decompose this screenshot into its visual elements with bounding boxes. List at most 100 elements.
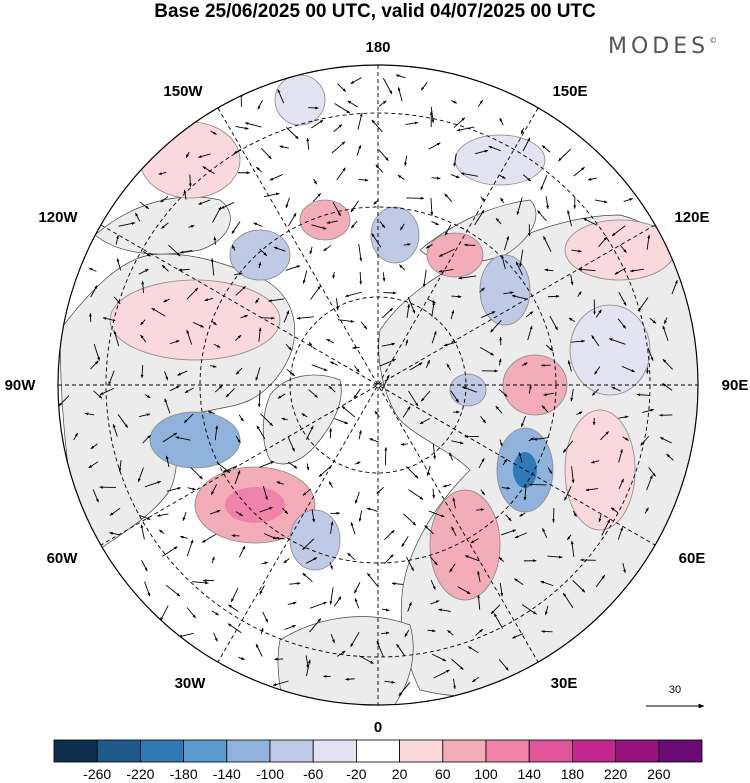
wind-vector xyxy=(498,174,506,180)
wind-vector xyxy=(648,466,656,477)
wind-vector xyxy=(479,346,495,356)
wind-vector xyxy=(490,604,501,615)
wind-vector xyxy=(186,539,194,557)
wind-vector xyxy=(501,529,517,536)
wind-vector xyxy=(525,311,534,318)
wind-vector xyxy=(353,388,361,399)
wind-vector xyxy=(255,643,263,657)
wind-vector xyxy=(143,250,151,257)
wind-vector xyxy=(234,272,243,276)
wind-vector xyxy=(263,533,277,540)
wind-vector xyxy=(235,334,242,341)
wind-vector xyxy=(336,650,346,657)
wind-vector xyxy=(571,249,582,253)
wind-vector xyxy=(259,585,265,595)
wind-vector xyxy=(503,236,509,251)
wind-vector xyxy=(460,172,479,177)
wind-vector xyxy=(115,234,119,245)
wind-vector xyxy=(329,361,338,366)
wind-vector xyxy=(528,384,532,394)
wind-vector xyxy=(140,524,145,540)
wind-vector xyxy=(285,197,290,209)
wind-vector xyxy=(594,366,601,375)
meridian xyxy=(100,224,656,546)
wind-vector xyxy=(438,608,451,612)
wind-vector xyxy=(360,321,368,330)
wind-vector xyxy=(228,604,239,612)
wind-vector xyxy=(355,491,360,504)
wind-vector xyxy=(477,570,481,583)
lon-label-180: 180 xyxy=(365,39,390,56)
wind-vector xyxy=(511,294,528,300)
wind-vector xyxy=(169,340,180,345)
wind-vector xyxy=(562,440,574,453)
wind-vector xyxy=(587,177,597,181)
wind-vector xyxy=(543,392,554,396)
wind-vector xyxy=(369,438,380,443)
wind-vector xyxy=(623,198,634,202)
wind-vector xyxy=(610,507,619,514)
wind-vector xyxy=(259,507,273,513)
wind-vector xyxy=(334,418,349,425)
wind-vector xyxy=(381,608,390,612)
map-boundary xyxy=(57,64,699,706)
lon-label-90e: 90E xyxy=(722,377,749,394)
wind-vector xyxy=(371,233,382,248)
wind-vector xyxy=(500,197,505,204)
colorbar-label: -180 xyxy=(169,766,198,782)
wind-vector xyxy=(458,275,477,280)
negative-anomaly xyxy=(479,254,531,326)
wind-vector xyxy=(211,556,215,564)
wind-vector xyxy=(430,197,434,216)
wind-vector xyxy=(505,514,512,522)
positive-anomaly xyxy=(109,279,281,361)
wind-vector xyxy=(401,536,409,548)
positive-anomaly-core xyxy=(225,487,285,523)
wind-vector xyxy=(522,174,532,182)
wind-vector xyxy=(178,632,194,638)
wind-vector xyxy=(404,155,408,167)
wind-vector xyxy=(235,367,243,375)
wind-vector xyxy=(235,511,243,517)
wind-vector xyxy=(570,339,586,343)
wind-vector xyxy=(227,623,242,634)
wind-vector xyxy=(544,268,554,272)
wind-vector xyxy=(141,560,148,572)
wind-vector xyxy=(391,582,404,586)
wind-vector xyxy=(177,370,188,376)
wind-vector xyxy=(201,534,217,543)
wind-vector xyxy=(636,393,650,397)
wind-vector xyxy=(464,243,476,247)
wind-vector xyxy=(116,258,122,271)
wind-vector xyxy=(523,485,527,501)
wind-vector xyxy=(573,166,585,177)
wind-vector xyxy=(642,408,655,413)
wind-vector xyxy=(276,481,284,485)
wind-vector xyxy=(474,149,489,155)
wind-vector xyxy=(376,640,384,658)
wind-vector xyxy=(426,465,431,477)
wind-vector xyxy=(425,244,433,249)
wind-vector xyxy=(671,279,678,295)
wind-vector xyxy=(427,629,436,633)
wind-vector xyxy=(541,145,551,153)
wind-vector xyxy=(138,268,149,275)
wind-vector xyxy=(191,581,209,585)
colorbar-label: 220 xyxy=(603,766,628,782)
wind-vector xyxy=(562,592,574,608)
wind-vector xyxy=(144,581,151,597)
wind-vector xyxy=(398,682,411,696)
wind-vector xyxy=(515,261,523,276)
wind-vector xyxy=(499,117,504,126)
lon-label-0: 0 xyxy=(374,719,382,736)
wind-vector xyxy=(282,507,289,515)
wind-vector xyxy=(257,390,261,408)
wind-vector xyxy=(144,394,151,399)
wind-vector xyxy=(213,632,218,642)
wind-vector xyxy=(405,556,414,572)
wind-vector xyxy=(547,294,560,298)
wind-vector xyxy=(511,633,524,639)
colorbar xyxy=(53,739,703,763)
colorbar-swatch xyxy=(139,739,184,763)
wind-vector xyxy=(333,124,343,133)
